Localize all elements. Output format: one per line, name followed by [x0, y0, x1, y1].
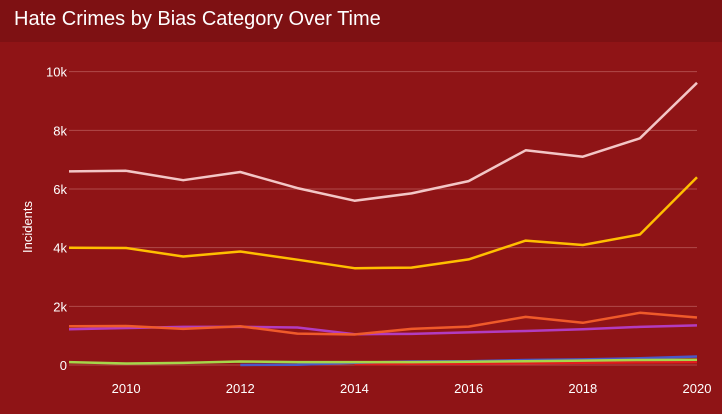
- series-line: [68, 311, 698, 336]
- y-tick-label: 4k: [53, 241, 67, 256]
- series-line: [354, 360, 698, 366]
- x-tick-label: 2012: [226, 381, 255, 396]
- chart-area: 2010 2012 2014 2016 2018 2020 0 2k 4k 6k 8k 10k In…: [20, 65, 712, 396]
- grid-layer: [69, 71, 697, 366]
- series-layer: [68, 81, 698, 367]
- x-tick-label: 2014: [340, 381, 369, 396]
- x-tick-label: 2020: [683, 381, 712, 396]
- chart-title: Hate Crimes by Bias Category Over Time: [14, 8, 381, 30]
- y-axis-label: Incidents: [20, 200, 35, 253]
- series-line: [68, 324, 698, 336]
- y-tick-label: 2k: [53, 299, 67, 314]
- y-tick-label: 6k: [53, 182, 67, 197]
- x-tick-label: 2018: [568, 381, 597, 396]
- x-axis-ticks: 2010 2012 2014 2016 2018 2020: [112, 381, 712, 396]
- x-tick-label: 2010: [112, 381, 141, 396]
- y-tick-label: 10k: [46, 65, 67, 80]
- series-line: [68, 81, 698, 202]
- y-axis-ticks: 0 2k 4k 6k 8k 10k: [46, 65, 67, 373]
- series-line: [68, 358, 698, 365]
- y-tick-label: 0: [60, 358, 67, 373]
- y-tick-label: 8k: [53, 123, 67, 138]
- title-bar: Hate Crimes by Bias Category Over Time: [0, 0, 722, 42]
- x-tick-label: 2016: [454, 381, 483, 396]
- series-line: [68, 176, 698, 270]
